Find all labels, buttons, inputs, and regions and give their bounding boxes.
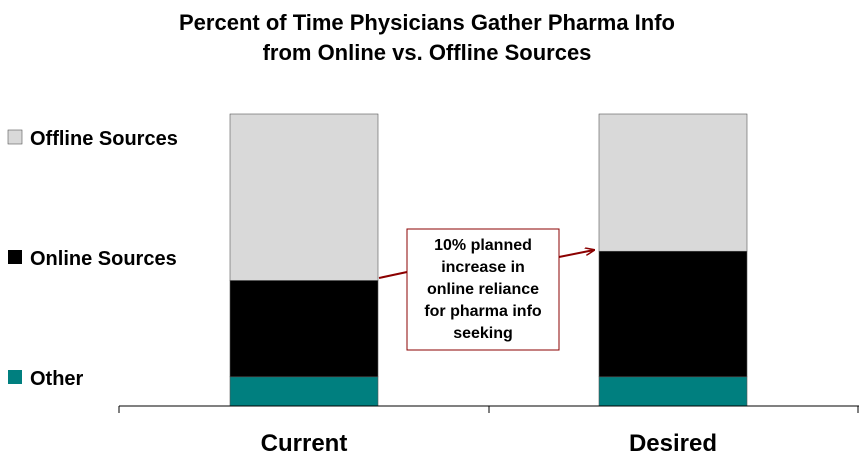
category-label-desired: Desired	[629, 430, 717, 455]
callout-text-line: online reliance	[427, 281, 539, 298]
x-axis: Current Desired	[118, 405, 859, 455]
legend-label-online-sources: Online Sources	[30, 248, 177, 270]
callout-text-line: for pharma info	[424, 303, 542, 320]
chart-title: Percent of Time Physicians Gather Pharma…	[179, 10, 675, 65]
callout-text-line: increase in	[441, 259, 525, 276]
chart-title-line-2: from Online vs. Offline Sources	[263, 40, 592, 65]
annotation-callout: 10% planned increase in online reliance …	[378, 228, 594, 351]
category-label-current: Current	[261, 430, 348, 455]
legend-swatch-online-sources	[8, 250, 22, 264]
callout-connector-line	[378, 271, 408, 279]
bars	[229, 113, 748, 407]
legend-label-offline-sources: Offline Sources	[30, 128, 178, 150]
bar-segment-desired-offline-sources	[598, 113, 748, 252]
bar-segment-current-online-sources	[229, 280, 379, 378]
callout-text-line: seeking	[453, 325, 513, 342]
legend-label-other: Other	[30, 368, 84, 390]
bar-segment-desired-online-sources	[598, 250, 748, 378]
legend-swatch-other	[8, 370, 22, 384]
bar-segment-current-offline-sources	[229, 113, 379, 281]
bar-segment-desired-other	[598, 376, 748, 407]
callout-arrow	[558, 250, 594, 258]
callout-box	[406, 228, 560, 351]
legend-swatch-offline-sources	[7, 129, 23, 145]
bar-segment-current-other	[229, 376, 379, 407]
callout-text-line: 10% planned	[434, 237, 532, 254]
legend: Offline Sources Online Sources Other	[7, 128, 178, 390]
chart-title-line-1: Percent of Time Physicians Gather Pharma…	[179, 10, 675, 35]
